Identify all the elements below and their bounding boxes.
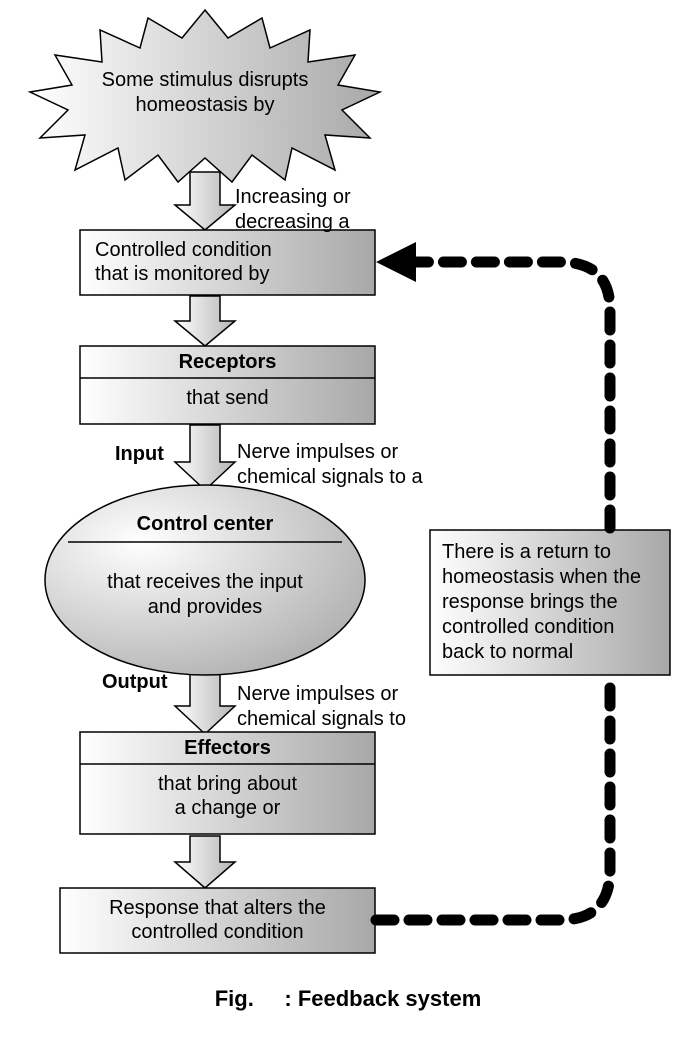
arrow4-label: Nerve impulses or chemical signals to [237, 682, 457, 732]
arrow-1 [175, 172, 235, 230]
control-sub: that receives the input and provides [95, 570, 315, 620]
caption-title: : Feedback system [284, 986, 481, 1011]
arrow-5 [175, 836, 235, 888]
effectors-sub2: a change or [80, 796, 375, 821]
arrow-2 [175, 296, 235, 346]
arrow3-label: Nerve impulses or chemical signals to a [237, 440, 457, 490]
feedback-text: There is a return to homeostasis when th… [442, 540, 658, 665]
effectors-title: Effectors [80, 736, 375, 761]
caption-prefix: Fig. [215, 986, 254, 1011]
controlled-line1: Controlled condition [95, 238, 272, 263]
effectors-sub1: that bring about [80, 772, 375, 797]
receptors-sub: that send [80, 386, 375, 411]
figure-caption: Fig. : Feedback system [0, 985, 696, 1013]
response-line2: controlled condition [60, 920, 375, 945]
arrow1-label: Increasing or decreasing a [235, 185, 435, 235]
diagram-canvas: Some stimulus disrupts homeostasis by In… [0, 0, 696, 1042]
controlled-line2: that is monitored by [95, 262, 270, 287]
input-label: Input [115, 442, 164, 467]
receptors-title: Receptors [80, 350, 375, 375]
stimulus-text: Some stimulus disrupts homeostasis by [95, 68, 315, 118]
control-title: Control center [45, 512, 365, 537]
response-line1: Response that alters the [60, 896, 375, 921]
output-label: Output [102, 670, 168, 695]
arrow-3 [175, 425, 235, 490]
